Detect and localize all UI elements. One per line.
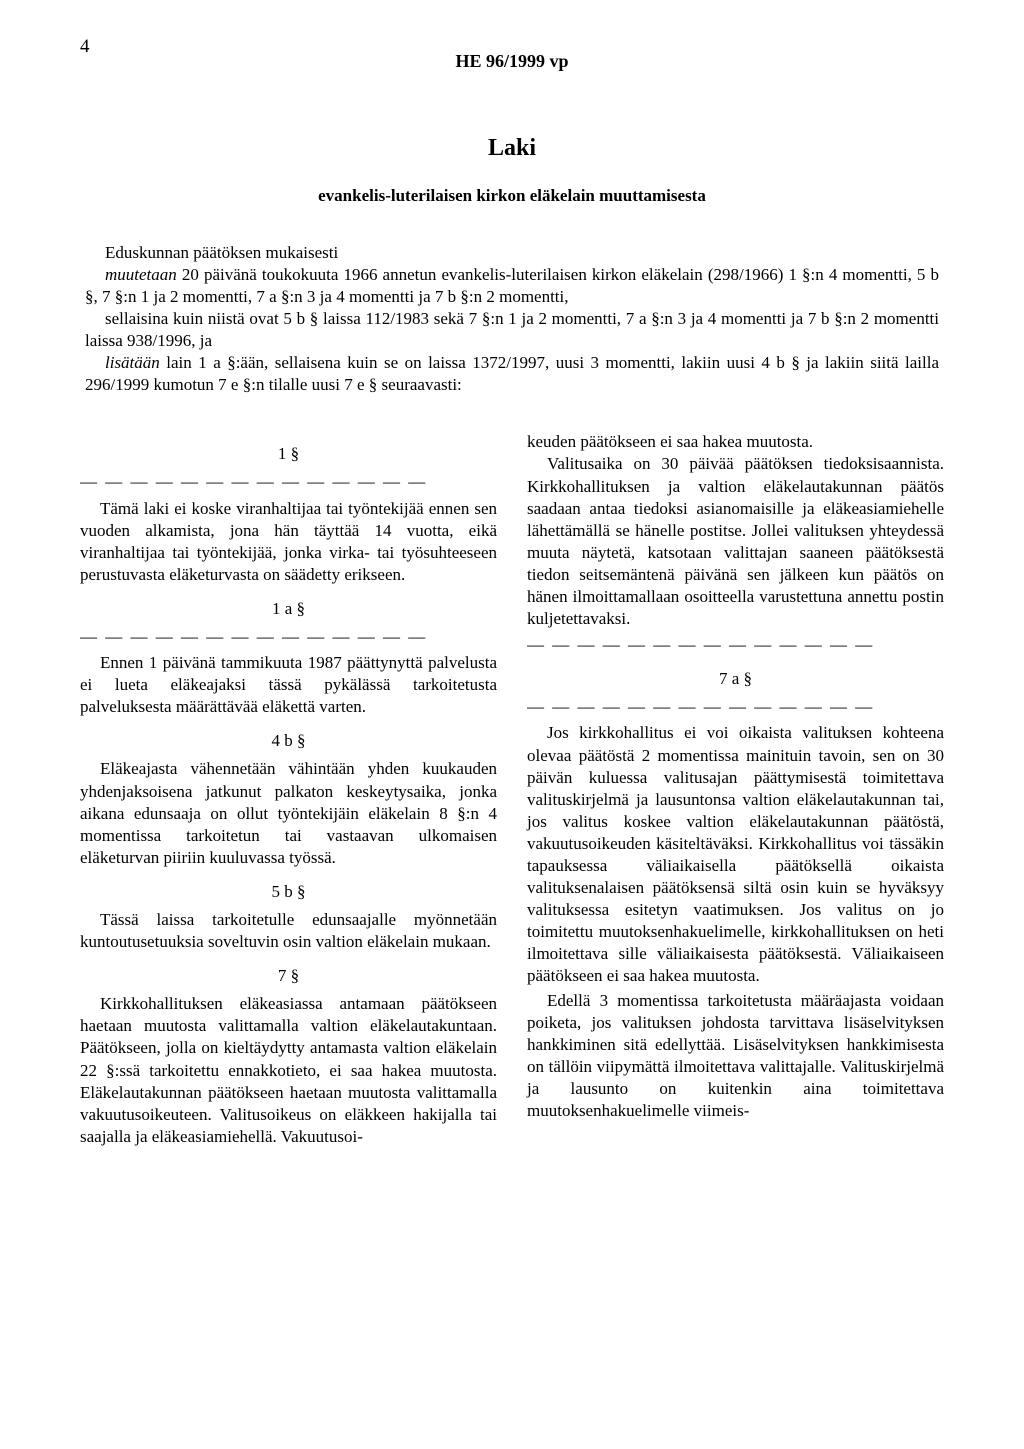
section-7a-num: 7 a § xyxy=(527,668,944,690)
dashes: — — — — — — — — — — — — — — xyxy=(527,696,944,718)
dashes: — — — — — — — — — — — — — — xyxy=(80,626,497,648)
preamble-line2-rest: 20 päivänä toukokuuta 1966 annetun evank… xyxy=(85,265,939,306)
two-column-layout: 1 § — — — — — — — — — — — — — — Tämä lak… xyxy=(80,431,944,1150)
right-column: keuden päätökseen ei saa hakea muutosta.… xyxy=(527,431,944,1150)
section-7a-para1: Jos kirkkohallitus ei voi oikaista valit… xyxy=(527,722,944,987)
preamble-block: Eduskunnan päätöksen mukaisesti muutetaa… xyxy=(80,242,944,397)
preamble-line4-rest: lain 1 a §:ään, sellaisena kuin se on la… xyxy=(85,353,939,394)
preamble-line1: Eduskunnan päätöksen mukaisesti xyxy=(85,242,939,264)
section-4b-num: 4 b § xyxy=(80,730,497,752)
section-5b-num: 5 b § xyxy=(80,881,497,903)
left-column: 1 § — — — — — — — — — — — — — — Tämä lak… xyxy=(80,431,497,1150)
right-cont-para2: Valitusaika on 30 päivää päätöksen tiedo… xyxy=(527,453,944,630)
page-number: 4 xyxy=(80,35,90,60)
preamble-line4: lisätään lain 1 a §:ään, sellaisena kuin… xyxy=(85,352,939,396)
dashes: — — — — — — — — — — — — — — xyxy=(527,634,944,656)
law-subtitle: evankelis-luterilaisen kirkon eläkelain … xyxy=(80,185,944,207)
section-1-para: Tämä laki ei koske viranhaltijaa tai työ… xyxy=(80,498,497,586)
dashes: — — — — — — — — — — — — — — xyxy=(80,471,497,493)
section-4b-para: Eläkeajasta vähennetään vähintään yhden … xyxy=(80,758,497,868)
preamble-line2: muutetaan 20 päivänä toukokuuta 1966 ann… xyxy=(85,264,939,308)
law-title: Laki xyxy=(80,133,944,164)
section-1a-para: Ennen 1 päivänä tammikuuta 1987 päättyny… xyxy=(80,652,497,718)
section-7-num: 7 § xyxy=(80,965,497,987)
section-5b-para: Tässä laissa tarkoitetulle edunsaajalle … xyxy=(80,909,497,953)
section-1a-num: 1 a § xyxy=(80,598,497,620)
doc-reference: HE 96/1999 vp xyxy=(80,50,944,73)
preamble-line3: sellaisina kuin niistä ovat 5 b § laissa… xyxy=(85,308,939,352)
section-1-num: 1 § xyxy=(80,443,497,465)
lisataan-word: lisätään xyxy=(105,353,160,372)
right-cont-para1: keuden päätökseen ei saa hakea muutosta. xyxy=(527,431,944,453)
section-7-para: Kirkkohallituksen eläkeasiassa antamaan … xyxy=(80,993,497,1148)
section-7a-para2: Edellä 3 momentissa tarkoitetusta määräa… xyxy=(527,990,944,1123)
muutetaan-word: muutetaan xyxy=(105,265,177,284)
